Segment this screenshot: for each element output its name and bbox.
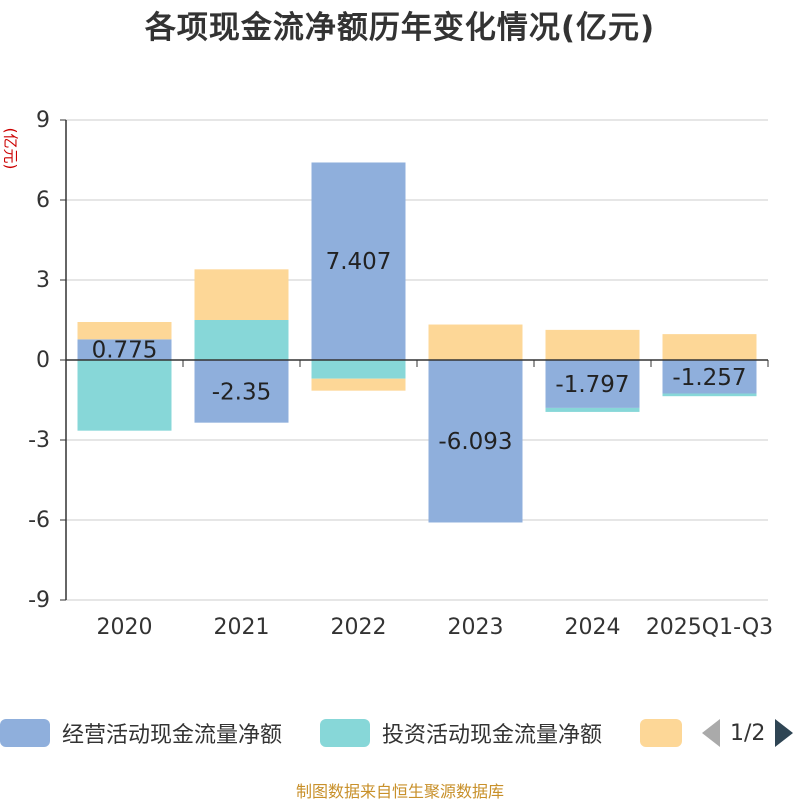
x-tick-label: 2020 [97, 615, 153, 640]
bar-series2-2022 [311, 378, 406, 391]
bar-series2-2021 [194, 269, 289, 320]
bar-series0-2025Q1-Q3 [662, 360, 757, 394]
x-tick-label: 2025Q1-Q3 [646, 615, 773, 640]
legend-swatch-operating [0, 719, 50, 747]
y-tick-label: 3 [36, 268, 50, 293]
bar-series1-2025Q1-Q3 [662, 393, 757, 397]
legend-item-financing[interactable] [640, 716, 682, 750]
legend-page-indicator: 1/2 [730, 720, 766, 746]
bar-series2-2023 [428, 324, 523, 360]
bar-series2-2024 [545, 329, 640, 360]
y-tick-label: -3 [28, 428, 50, 453]
legend-swatch-financing [640, 719, 682, 747]
bar-series0-2023 [428, 360, 523, 523]
legend-item-investing[interactable]: 投资活动现金流量净额 [320, 716, 602, 750]
data-label: 0.775 [92, 338, 158, 364]
bar-series1-2020 [77, 360, 172, 431]
bar-series0-2020 [77, 339, 172, 360]
bar-series0-2021 [194, 360, 289, 423]
data-label: -1.257 [672, 365, 746, 391]
bar-series1-2021 [194, 320, 289, 360]
y-tick-label: 6 [36, 188, 50, 213]
legend-next-arrow-icon[interactable] [775, 719, 794, 747]
x-tick-label: 2023 [448, 615, 504, 640]
legend-pager: 1/2 [700, 716, 800, 750]
legend-item-operating[interactable]: 经营活动现金流量净额 [0, 716, 282, 750]
legend-label-operating: 经营活动现金流量净额 [62, 723, 283, 748]
data-source-note: 制图数据来自恒生聚源数据库 [295, 782, 504, 801]
data-label: -2.35 [212, 379, 272, 405]
x-tick-label: 2022 [331, 615, 387, 640]
data-label: -6.093 [438, 429, 512, 455]
legend: 经营活动现金流量净额 投资活动现金流量净额 1/2 [0, 716, 800, 750]
bar-chart: 9 6 3 0 -3 -6 -9 2020 2021 2022 2023 2024 2025Q1-Q3 0… [28, 108, 773, 640]
bar-series0-2024 [545, 360, 640, 408]
x-tick-label: 2021 [214, 615, 270, 640]
chart-title: 各项现金流净额历年变化情况(亿元) [144, 10, 656, 46]
y-tick-label: -6 [28, 508, 50, 533]
y-tick-label: 0 [36, 348, 50, 373]
legend-swatch-investing [320, 719, 370, 747]
legend-prev-arrow-icon[interactable] [702, 719, 720, 747]
bar-series1-2024 [545, 407, 640, 412]
y-tick-label: 9 [36, 108, 50, 133]
data-label: -1.797 [555, 372, 629, 398]
x-tick-label: 2024 [565, 615, 621, 640]
bar-series2-2025Q1-Q3 [662, 334, 757, 360]
bar-series0-2022 [311, 162, 406, 360]
data-label: 7.407 [326, 249, 392, 275]
y-tick-label: -9 [28, 588, 50, 613]
bar-series2-2020 [77, 322, 172, 340]
legend-label-investing: 投资活动现金流量净额 [382, 723, 603, 748]
bar-series1-2022 [311, 360, 406, 379]
